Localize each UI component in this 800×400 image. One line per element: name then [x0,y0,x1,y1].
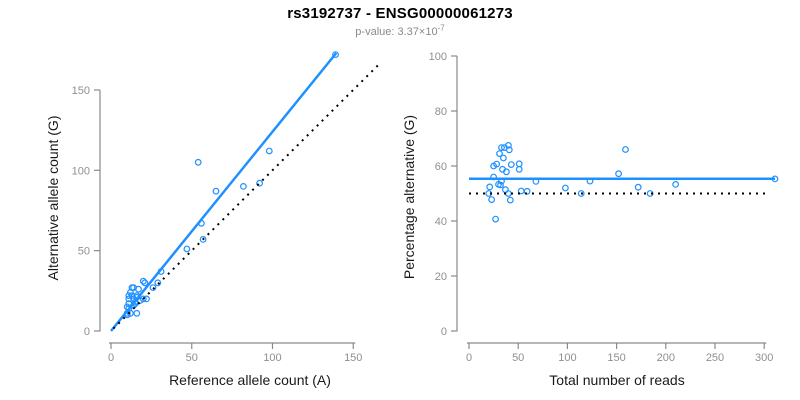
x-tick-label: 50 [512,352,524,364]
data-point [139,277,147,285]
left-x-axis-title: Reference allele count (A) [169,372,331,388]
x-tick-label: 300 [755,352,773,364]
data-point [149,284,157,292]
data-point [488,196,496,204]
data-point [502,186,509,194]
x-tick-label: 50 [186,352,198,364]
data-point [577,190,585,197]
x-tick-label: 150 [344,352,362,364]
x-tick-label: 0 [108,352,114,364]
figure-subtitle: p-value: 3.37×10-7 [0,23,800,38]
data-point [194,158,202,166]
regression-line [110,52,338,332]
y-tick-label: 80 [435,106,447,118]
data-point [515,165,523,173]
y-tick-label: 0 [441,326,447,338]
x-tick-label: 100 [558,352,576,364]
data-point [492,215,500,223]
y-tick-label: 0 [84,326,90,338]
data-point [139,295,147,303]
data-point [154,279,162,287]
data-point [523,187,531,195]
y-tick-label: 60 [435,161,447,173]
data-point [506,196,514,204]
x-tick-label: 0 [466,352,472,364]
y-tick-label: 50 [78,246,90,258]
data-point [515,160,523,168]
data-point [130,284,138,292]
data-point [183,245,191,253]
data-point [133,309,141,317]
y-tick-label: 40 [435,216,447,228]
data-point [615,170,622,178]
data-point [622,146,629,153]
left-y-axis-title: Alternative allele count (G) [45,116,61,281]
data-point [493,160,501,168]
y-tick-label: 150 [72,85,90,97]
right-scatter-plot: 0 20 40 60 80 100 0 50 100 150 200 250 300 [429,51,779,364]
pvalue-exponent: -7 [437,23,445,33]
data-point [332,51,339,58]
data-point [486,183,494,191]
figure-title: rs3192737 - ENSG00000061273 [287,5,513,22]
x-tick-label: 250 [706,352,724,364]
data-point [496,150,503,158]
data-point [505,190,512,197]
data-point [239,182,247,190]
y-tick-label: 100 [429,51,447,63]
data-point [634,183,642,191]
right-x-axis-title: Total number of reads [549,372,684,388]
data-point [505,141,512,149]
right-y-axis-title: Percentage alternative (G) [401,115,417,279]
data-point [141,279,149,287]
identity-line [112,62,381,330]
data-point [503,168,510,176]
data-point [498,144,505,152]
data-point [500,154,507,162]
data-point [256,179,264,187]
data-point [128,292,136,300]
data-point [212,187,220,195]
x-tick-label: 150 [607,352,625,364]
x-tick-label: 200 [657,352,675,364]
data-point [199,235,207,243]
data-point [265,147,273,155]
y-tick-label: 20 [435,271,447,283]
data-point [497,181,504,189]
data-point [507,161,515,169]
pvalue-text: p-value: 3.37×10 [355,26,438,38]
data-point [125,292,133,300]
x-tick-label: 100 [263,352,281,364]
data-point [505,146,513,154]
data-point [125,305,133,312]
data-point [672,180,679,188]
left-scatter-plot: 0 50 100 150 0 50 100 150 [72,51,381,364]
y-tick-label: 100 [72,165,90,177]
data-point [562,184,569,192]
